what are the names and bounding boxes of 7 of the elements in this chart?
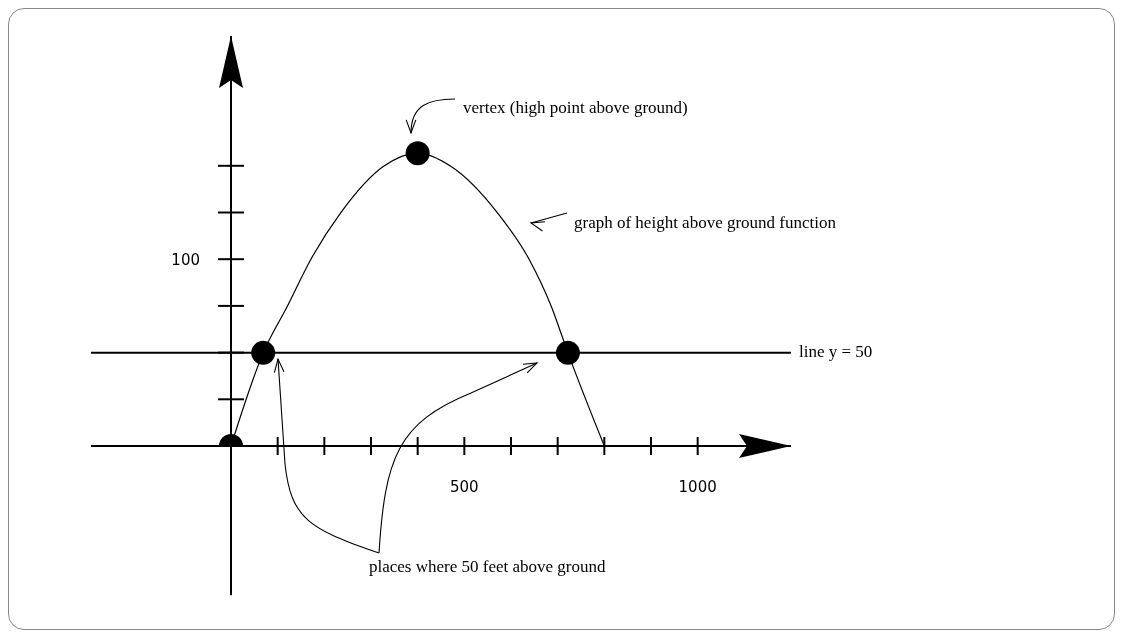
x-tick-label: 500 (450, 478, 479, 496)
annotation: graph of height above ground function (574, 213, 837, 232)
text: places where 50 feet above ground (369, 557, 606, 576)
annotation: 100 (171, 251, 200, 269)
x-tick-label: 1000 (678, 478, 717, 496)
text: vertex (high point above ground) (463, 98, 688, 117)
text: line y = 50 (799, 342, 873, 361)
